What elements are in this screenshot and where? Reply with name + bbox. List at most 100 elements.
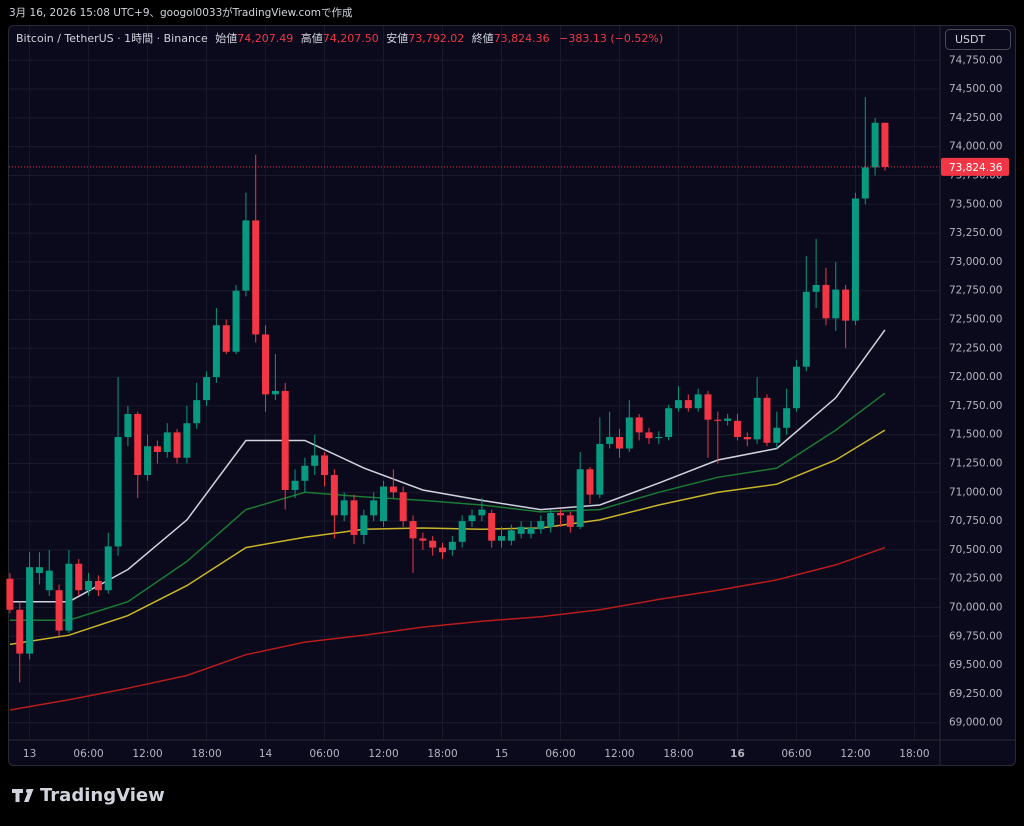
high-label: 高値	[301, 31, 323, 45]
candle-body	[144, 446, 152, 476]
x-tick-label: 12:00	[840, 748, 870, 760]
candle-body	[26, 567, 34, 654]
candle-body	[832, 289, 840, 319]
candle-body	[517, 526, 525, 534]
candle-body	[360, 515, 368, 535]
x-tick-label: 06:00	[545, 748, 575, 760]
candle-body	[429, 540, 437, 548]
high: 74,207.50	[323, 32, 379, 45]
candle-body	[674, 400, 682, 409]
candle-body	[733, 420, 741, 437]
close-label: 終値	[472, 31, 494, 45]
candle-body	[262, 334, 270, 395]
x-tick-label: 12:00	[604, 748, 634, 760]
candle-body	[566, 515, 574, 527]
x-tick-label: 06:00	[309, 748, 339, 760]
currency-button[interactable]	[945, 29, 1011, 50]
candle-body	[498, 536, 506, 541]
candle-body	[370, 500, 378, 516]
candle-body	[488, 513, 496, 541]
candle-body	[6, 578, 14, 610]
y-tick-label: 71,750.00	[949, 400, 1002, 412]
candle-body	[655, 436, 663, 439]
candle-body	[763, 397, 771, 443]
candle-body	[527, 528, 535, 534]
candle-body	[380, 486, 388, 522]
close: 73,824.36	[494, 32, 550, 45]
candle-body	[163, 432, 171, 452]
y-tick-label: 74,750.00	[949, 54, 1002, 66]
candle-body	[714, 419, 722, 421]
candle-body	[576, 469, 584, 527]
brand-icon	[12, 789, 34, 802]
candle-body	[281, 390, 289, 490]
candle-body	[183, 423, 191, 458]
x-tick-label: 18:00	[191, 748, 221, 760]
y-tick-label: 72,750.00	[949, 285, 1002, 297]
open-label: 始値	[215, 31, 237, 45]
candle-body	[792, 366, 800, 409]
y-tick-label: 73,500.00	[949, 198, 1002, 210]
y-tick-label: 74,500.00	[949, 83, 1002, 95]
low-label: 安値	[386, 31, 408, 45]
candle-body	[842, 289, 850, 321]
moving-average	[9, 392, 886, 621]
currency-label[interactable]: USDT	[955, 33, 986, 46]
y-tick-label: 73,000.00	[949, 256, 1002, 268]
candle-body	[881, 122, 889, 167]
candle-body	[635, 417, 643, 433]
change: −383.13 (−0.52%)	[559, 32, 663, 45]
y-tick-label: 70,750.00	[949, 515, 1002, 527]
candle-body	[203, 377, 211, 401]
y-tick-label: 70,500.00	[949, 544, 1002, 556]
x-tick-label: 06:00	[781, 748, 811, 760]
candle-body	[94, 581, 102, 591]
candle-body	[802, 291, 810, 367]
open: 74,207.49	[237, 32, 293, 45]
candle-body	[291, 480, 299, 490]
x-tick-label: 16	[730, 748, 745, 760]
candle-body	[153, 446, 161, 452]
y-tick-label: 72,250.00	[949, 342, 1002, 354]
plot	[6, 26, 940, 740]
x-tick-label: 18:00	[899, 748, 929, 760]
candle-body	[85, 581, 93, 591]
x-tick-label: 15	[495, 748, 508, 760]
candle-body	[684, 400, 692, 409]
candle-body	[65, 563, 73, 631]
candle-body	[783, 408, 791, 428]
x-tick-label: 13	[23, 748, 36, 760]
moving-average	[9, 429, 886, 646]
candle-body	[35, 567, 43, 573]
candle-body	[851, 198, 859, 321]
candle-body	[301, 465, 309, 481]
candle-body	[232, 290, 240, 352]
header: 3月 16, 2026 15:08 UTC+9、googol0033がTradi…	[9, 6, 353, 19]
candle-body	[704, 394, 712, 420]
y-tick-label: 70,250.00	[949, 573, 1002, 585]
y-tick-label: 71,000.00	[949, 486, 1002, 498]
last-price-tag	[941, 157, 1009, 176]
x-tick-label: 14	[259, 748, 273, 760]
candle-body	[822, 284, 830, 319]
candle-body	[547, 513, 555, 527]
candle-body	[694, 394, 702, 409]
candle-body	[114, 436, 122, 547]
x-tick-label: 06:00	[73, 748, 103, 760]
candle-body	[596, 443, 604, 495]
y-tick-label: 73,250.00	[949, 227, 1002, 239]
candle-body	[252, 220, 260, 335]
candle-body	[124, 413, 132, 437]
candle-body	[45, 570, 53, 591]
candle-body	[350, 500, 358, 535]
candle-body	[340, 500, 348, 516]
candle-body	[173, 432, 181, 458]
candle-body	[871, 122, 879, 168]
moving-average	[9, 329, 886, 603]
candle-body	[212, 325, 220, 378]
candle-body	[478, 509, 486, 516]
candle-body	[537, 521, 545, 530]
y-tick-label: 72,000.00	[949, 371, 1002, 383]
y-tick-label: 69,000.00	[949, 717, 1002, 729]
candle-body	[606, 436, 614, 444]
